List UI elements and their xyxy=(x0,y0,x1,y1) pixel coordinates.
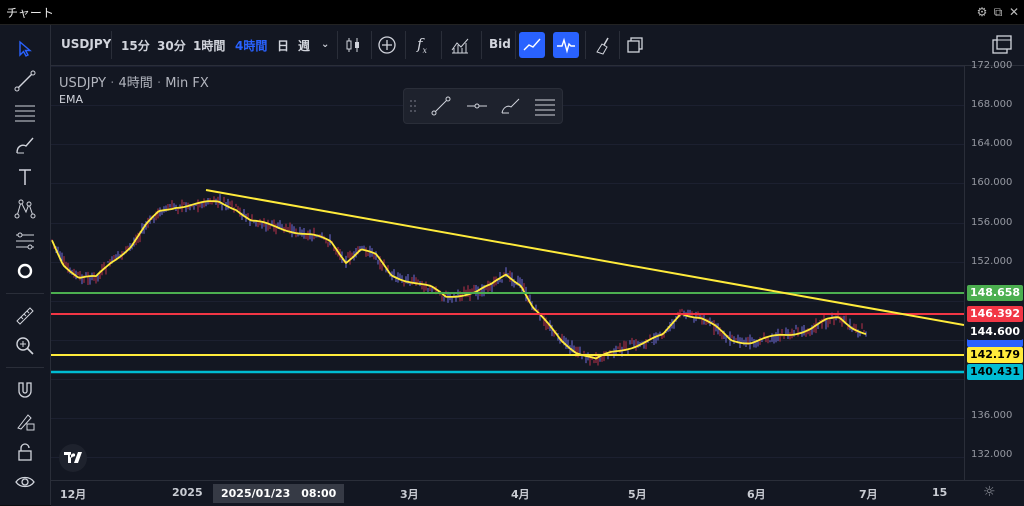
dot-icon[interactable] xyxy=(10,258,40,284)
popout-icon[interactable]: ⧉ xyxy=(993,5,1003,19)
line-chart-icon[interactable] xyxy=(519,32,545,58)
templates-icon[interactable] xyxy=(447,32,473,58)
time-tick: 6月 xyxy=(747,488,766,501)
toolbar-divider xyxy=(441,31,442,59)
candlestick-series xyxy=(51,194,867,366)
time-tick: 15 xyxy=(932,486,948,499)
toolbar-divider xyxy=(481,31,482,59)
forecast-icon[interactable] xyxy=(10,228,40,254)
settings-icon[interactable]: ☼ xyxy=(983,484,996,500)
price-tick: 164.000 xyxy=(971,138,1013,149)
close-icon[interactable]: ✕ xyxy=(1008,5,1020,19)
price-tick: 152.000 xyxy=(971,256,1013,267)
price-tick: 168.000 xyxy=(971,99,1013,110)
top-toolbar: USDJPY 15分 30分 1時間 4時間 日 週 ⌄ fx Bid xyxy=(51,25,1024,66)
legend-symbol: USDJPY xyxy=(59,76,107,91)
clean-icon[interactable] xyxy=(589,32,615,58)
pattern-icon[interactable] xyxy=(10,196,40,222)
ema-line xyxy=(51,200,867,360)
price-tick: 136.000 xyxy=(971,410,1013,421)
floating-drawing-toolbar xyxy=(403,88,563,124)
price-label-cyan: 140.431 xyxy=(967,364,1023,380)
window-titlebar: チャート ⚙ ⧉ ✕ xyxy=(0,0,1024,25)
interval-4h[interactable]: 4時間 xyxy=(235,39,268,53)
lock-icon[interactable] xyxy=(10,439,40,465)
toolbar-divider xyxy=(6,367,44,368)
interval-1d[interactable]: 日 xyxy=(277,39,290,53)
price-chart[interactable] xyxy=(51,66,964,480)
layout-icon[interactable] xyxy=(989,32,1015,58)
price-marker-blue xyxy=(967,339,1023,347)
interval-15m[interactable]: 15分 xyxy=(121,39,150,53)
price-tick: 160.000 xyxy=(971,177,1013,188)
time-axis[interactable]: 12月 2025 2025/01/23 08:00 3月 4月 5月 6月 7月… xyxy=(51,480,1024,506)
legend-interval: 4時間 xyxy=(118,76,153,91)
interval-1w[interactable]: 週 xyxy=(298,39,311,53)
time-tick: 3月 xyxy=(400,488,419,501)
lock-draw-icon[interactable] xyxy=(10,408,40,434)
drawing-toolbar xyxy=(0,25,51,505)
toolbar-divider xyxy=(619,31,620,59)
chart-pane[interactable]: USDJPY · 4時間 · Min FX EMA xyxy=(51,66,964,480)
price-axis[interactable]: 172.000 168.000 164.000 160.000 156.000 … xyxy=(964,60,1024,480)
legend-exchange: Min FX xyxy=(165,76,209,91)
time-tick: 7月 xyxy=(859,488,878,501)
toolbar-divider xyxy=(515,31,516,59)
indicators-icon[interactable]: fx xyxy=(416,35,428,55)
brush-icon[interactable] xyxy=(10,132,40,158)
bid-button[interactable]: Bid xyxy=(489,37,511,51)
time-tick: 5月 xyxy=(628,488,647,501)
text-icon[interactable] xyxy=(10,164,40,190)
horizontal-ray-icon[interactable] xyxy=(464,94,490,118)
toolbar-divider xyxy=(111,31,112,59)
symbol-button[interactable]: USDJPY xyxy=(61,37,112,51)
chevron-down-icon[interactable]: ⌄ xyxy=(321,39,330,50)
time-tick: 12月 xyxy=(60,488,87,501)
heartbeat-icon[interactable] xyxy=(553,32,579,58)
toolbar-divider xyxy=(371,31,372,59)
crosshair-date-label: 2025/01/23 08:00 xyxy=(213,484,345,503)
indicator-legend[interactable]: EMA xyxy=(59,93,83,106)
zoom-icon[interactable] xyxy=(10,333,40,359)
trendline-icon[interactable] xyxy=(10,68,40,94)
toolbar-divider xyxy=(405,31,406,59)
candles-icon[interactable] xyxy=(340,32,366,58)
eye-icon[interactable] xyxy=(10,469,40,495)
toolbar-divider xyxy=(585,31,586,59)
magnet-icon[interactable] xyxy=(10,377,40,403)
toolbar-divider xyxy=(6,293,44,294)
chart-legend: USDJPY · 4時間 · Min FX xyxy=(59,76,209,91)
time-tick: 4月 xyxy=(511,488,530,501)
time-tick: 2025 xyxy=(172,486,203,499)
window-title: チャート xyxy=(6,6,54,20)
chart-grid xyxy=(51,66,964,458)
settings-icon[interactable]: ⚙ xyxy=(976,5,988,19)
price-tick: 172.000 xyxy=(971,60,1013,71)
add-compare-icon[interactable] xyxy=(374,32,400,58)
toolbar-divider xyxy=(337,31,338,59)
fib-icon[interactable] xyxy=(10,100,40,126)
trendline-icon[interactable] xyxy=(428,94,454,118)
brush-icon[interactable] xyxy=(498,94,524,118)
interval-1h[interactable]: 1時間 xyxy=(193,39,226,53)
price-label-current: 144.600 xyxy=(967,324,1023,340)
trendline-drawing xyxy=(205,189,964,326)
interval-30m[interactable]: 30分 xyxy=(157,39,186,53)
drag-handle-icon[interactable] xyxy=(404,94,422,118)
copy-icon[interactable] xyxy=(622,32,648,58)
price-label-green: 148.658 xyxy=(967,285,1023,301)
price-label-red: 146.392 xyxy=(967,306,1023,322)
ruler-icon[interactable] xyxy=(10,303,40,329)
price-label-yellow: 142.179 xyxy=(967,347,1023,363)
fib-icon[interactable] xyxy=(532,94,558,118)
tradingview-logo[interactable] xyxy=(59,444,87,472)
price-tick: 156.000 xyxy=(971,217,1013,228)
price-tick: 132.000 xyxy=(971,449,1013,460)
cursor-icon[interactable] xyxy=(10,36,40,62)
